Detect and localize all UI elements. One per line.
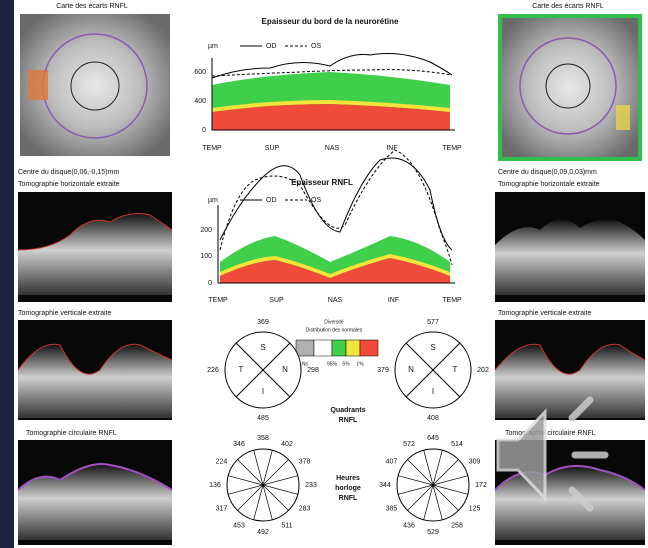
quadrant-letter: I [432,387,434,396]
clock-value: 511 [281,523,292,530]
y-tick-label: 200 [200,227,212,234]
legend-swatch [332,340,346,356]
legend-swatch [314,340,332,356]
quadrant-letter: T [239,365,244,374]
clock-value: 136 [209,482,221,489]
quadrant-letter: S [430,343,435,352]
label: Tomographie horizontale extraite [18,181,120,188]
legend-swatch [346,340,360,356]
slide-border [0,0,14,548]
section-title: horloge [335,485,361,492]
legend-label: OS [311,197,321,204]
quadrant-letter: T [453,365,458,374]
clock-value: 407 [386,458,398,465]
clock-value: 309 [469,458,481,465]
legend-label: 5% [342,361,350,367]
clock-value: 385 [386,505,398,512]
clock-value: 492 [257,529,269,536]
label: Centre du disque(0,06,-0,15)mm [18,169,119,176]
label: Tomographie circulaire RNFL [505,430,596,437]
quadrant-letter: N [408,365,414,374]
x-tick-label: TEMP [442,297,462,304]
quadrant-value: 298 [307,367,319,374]
x-tick-label: TEMP [208,297,228,304]
label: Tomographie verticale extraite [18,310,111,317]
x-tick-label: INF [388,297,399,304]
label: Carte des écarts RNFL [56,3,128,10]
x-tick-label: NAS [325,145,340,152]
x-tick-label: NAS [328,297,343,304]
clock-value: 572 [403,441,415,448]
clock-value: 358 [257,435,269,442]
tomogram-layer [495,219,645,295]
x-tick-label: TEMP [202,145,222,152]
quadrant-value: 226 [207,367,219,374]
legend-swatch [296,340,314,356]
section-title: RNFL [339,495,358,502]
clock-value: 317 [216,505,228,512]
label: Centre du disque(0,09,0,03)mm [498,169,597,176]
quadrant-letter: S [260,343,265,352]
x-tick-label: SUP [265,145,280,152]
unit: µm [208,43,218,50]
y-tick-label: 100 [200,253,212,260]
chart-title: Epaisseur du bord de la neurorétine [262,17,399,26]
clock-value: 645 [427,435,439,442]
quadrant-value: 202 [477,367,489,374]
clock-value: 346 [233,441,245,448]
quadrant-letter: I [262,387,264,396]
x-tick-label: SUP [269,297,284,304]
legend-title: Distribution des normales [306,327,363,333]
legend-label: 95% [327,361,338,367]
clock-value: 514 [451,441,463,448]
y-tick-label: 400 [194,98,206,105]
label: Tomographie horizontale extraite [498,181,600,188]
clock-value: 453 [233,523,245,530]
legend-label: OS [311,43,321,50]
quadrant-value: 369 [257,319,269,326]
label: Tomographie verticale extraite [498,310,591,317]
clock-value: 436 [403,523,415,530]
legend-title: Diversité [324,319,344,325]
clock-value: 258 [451,523,463,530]
deviation-area [616,105,630,130]
clock-value: 283 [299,505,311,512]
unit: µm [208,197,218,204]
y-tick-label: 0 [202,127,206,134]
x-tick-label: TEMP [442,145,462,152]
clock-value: 125 [469,505,481,512]
y-tick-label: 600 [194,69,206,76]
clock-value: 378 [299,458,311,465]
deviation-area [28,70,48,100]
legend-swatch [360,340,378,356]
legend-label: OD [266,197,277,204]
section-title: Quadrants [330,407,365,414]
label: Tomographie circulaire RNFL [26,430,117,437]
y-tick-label: 0 [208,280,212,287]
clock-value: 529 [427,529,439,536]
quadrant-letter: N [282,365,288,374]
label: Carte des écarts RNFL [532,3,604,10]
clock-value: 233 [305,482,317,489]
legend-label: OD [266,43,277,50]
chart-title: Epaisseur RNFL [291,178,353,187]
slide: Carte des écarts RNFL Centre du disque(0… [0,0,648,548]
section-title: Heures [336,475,360,482]
clock-value: 172 [475,482,487,489]
clock-value: 402 [281,441,293,448]
quadrant-value: 408 [427,415,439,422]
quadrant-value: 577 [427,319,439,326]
section-title: RNFL [339,417,358,424]
clock-value: 344 [379,482,391,489]
clock-value: 224 [216,458,228,465]
quadrant-value: 379 [377,367,389,374]
quadrant-value: 485 [257,415,269,422]
legend-label: 1% [356,361,364,367]
